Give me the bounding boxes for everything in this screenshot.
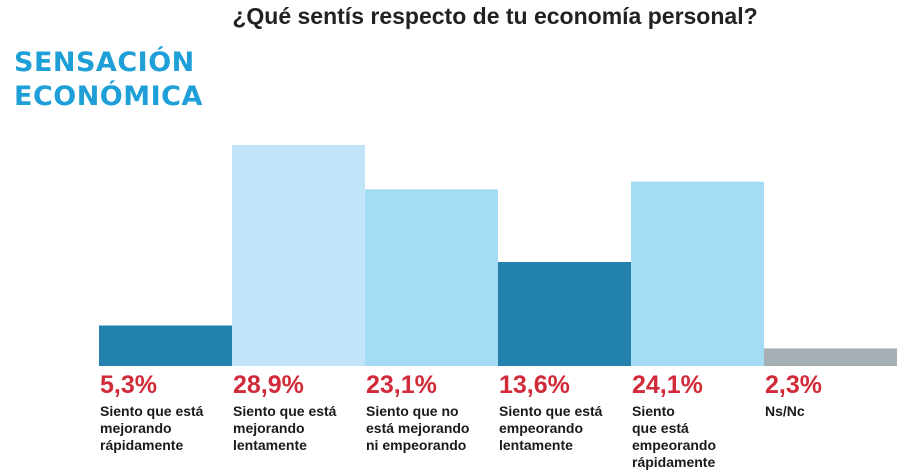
value-label-4: 13,6% <box>499 371 570 399</box>
category-label-5: Siento que está empeorando rápidamente <box>632 403 716 470</box>
value-label-3: 23,1% <box>366 371 437 399</box>
chart-title: ¿Qué sentís respecto de tu economía pers… <box>232 3 758 29</box>
category-label-6: Ns/Nc <box>765 403 805 419</box>
bar-3 <box>365 189 498 366</box>
bar-2 <box>232 145 365 366</box>
bar-4 <box>498 262 631 366</box>
category-label-1: Siento que está mejorando rápidamente <box>100 403 204 453</box>
value-label-5: 24,1% <box>632 371 703 399</box>
category-label-4: Siento que está empeorando lentamente <box>499 403 603 453</box>
section-heading-line-1: SENSACIÓN <box>14 47 195 78</box>
bar-1 <box>99 325 232 366</box>
value-label-6: 2,3% <box>765 371 822 399</box>
category-label-3: Siento que no está mejorando ni empeorando <box>366 403 469 453</box>
value-label-1: 5,3% <box>100 371 157 399</box>
bar-5 <box>631 181 764 366</box>
value-label-2: 28,9% <box>233 371 304 399</box>
category-label-2: Siento que está mejorando lentamente <box>233 403 337 453</box>
section-heading-line-2: ECONÓMICA <box>14 81 203 112</box>
section-heading: SENSACIÓN ECONÓMICA <box>14 46 203 114</box>
bar-6 <box>764 348 897 366</box>
